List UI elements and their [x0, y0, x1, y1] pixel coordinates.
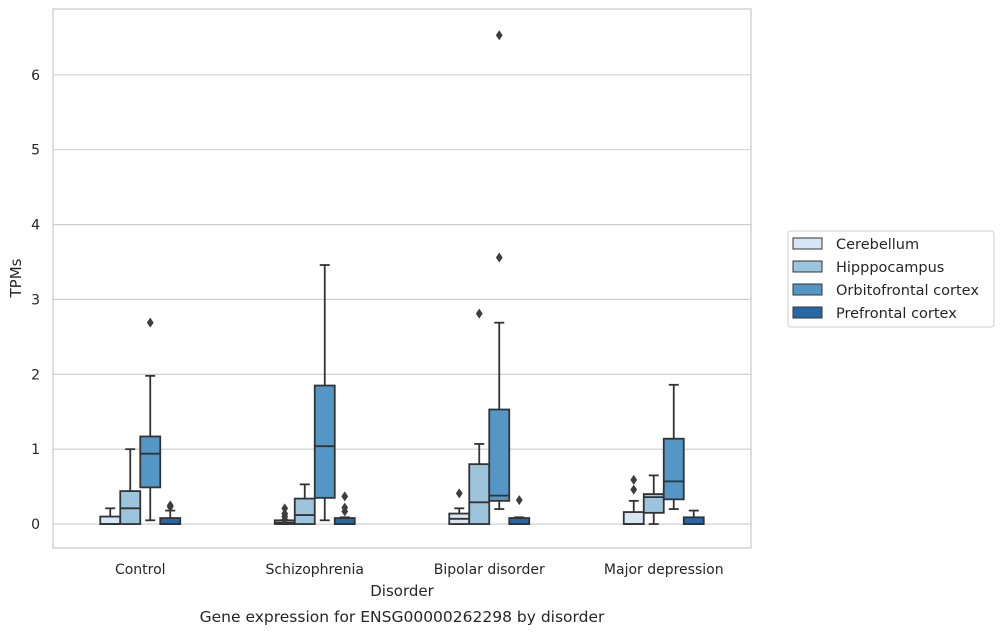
box-cerebellum: [448, 488, 471, 525]
outlier-point: [166, 500, 174, 511]
legend-frame: [787, 230, 995, 328]
outlier-point: [495, 252, 503, 263]
legend-label: Prefrontal cortex: [836, 306, 957, 322]
legend-swatch: [792, 260, 823, 273]
outlier-point: [475, 308, 483, 319]
y-tick-label: 3: [31, 292, 40, 308]
x-tick-label: Schizophrenia: [266, 562, 364, 578]
outlier-point: [495, 30, 503, 41]
legend: Cerebellum Hipppocampus Orbitofrontal cort…: [787, 230, 995, 328]
outlier-point: [630, 484, 638, 495]
outlier-point: [455, 488, 463, 499]
y-tick-label: 5: [31, 143, 40, 159]
plot-frame: [52, 8, 752, 549]
outlier-point: [281, 508, 289, 519]
box-body: [293, 497, 316, 525]
legend-label: Cerebellum: [836, 237, 919, 253]
y-ticks: 0 1 2 3 4 5 6: [31, 68, 40, 533]
y-tick-label: 4: [31, 218, 40, 234]
box-body: [139, 435, 162, 489]
box-cerebellum: [99, 507, 122, 525]
box-orbitofrontal-cortex: [662, 383, 685, 510]
x-tick-label: Control: [115, 562, 166, 578]
box-hipppocampus: [119, 448, 142, 525]
chart-caption: Gene expression for ENSG00000262298 by d…: [200, 608, 605, 626]
legend-label: Hipppocampus: [836, 260, 944, 276]
outlier-point: [341, 502, 349, 513]
legend-swatch: [792, 306, 823, 319]
box-cerebellum: [622, 474, 645, 525]
y-tick-label: 1: [31, 442, 40, 458]
box-body: [682, 516, 705, 525]
box-cerebellum: [273, 503, 296, 525]
box-body: [468, 463, 491, 525]
box-prefrontal-cortex: [333, 491, 356, 525]
y-tick-label: 2: [31, 367, 40, 383]
outlier-point: [281, 503, 289, 514]
boxes: [99, 30, 705, 525]
outlier-point: [630, 474, 638, 485]
box-hipppocampus: [642, 474, 665, 525]
box-prefrontal-cortex: [508, 495, 531, 525]
box-body: [662, 437, 685, 501]
box-orbitofrontal-cortex: [313, 264, 336, 522]
x-tick-label: Major depression: [604, 562, 724, 578]
legend-swatch: [792, 237, 823, 250]
outlier-point: [341, 491, 349, 502]
y-tick-label: 0: [31, 517, 40, 533]
box-prefrontal-cortex: [159, 500, 182, 525]
gridlines: [53, 74, 751, 525]
outlier-point: [515, 495, 523, 506]
box-prefrontal-cortex: [682, 509, 705, 525]
y-axis-title: TPMs: [7, 258, 25, 298]
box-hipppocampus: [468, 308, 491, 525]
box-orbitofrontal-cortex: [488, 30, 511, 510]
outlier-point: [146, 317, 154, 328]
legend-label: Orbitofrontal cortex: [836, 283, 979, 299]
x-tick-label: Bipolar disorder: [434, 562, 545, 578]
box-body: [313, 384, 336, 499]
legend-swatch: [792, 283, 823, 296]
x-axis-title: Disorder: [370, 582, 434, 600]
x-ticks: Control Schizophrenia Bipolar disorder Majo…: [115, 562, 724, 578]
y-tick-label: 6: [31, 68, 40, 84]
box-body: [622, 511, 645, 525]
box-body: [642, 493, 665, 514]
box-body: [99, 515, 122, 525]
box-body: [488, 408, 511, 502]
box-orbitofrontal-cortex: [139, 317, 162, 522]
box-hipppocampus: [293, 483, 316, 525]
